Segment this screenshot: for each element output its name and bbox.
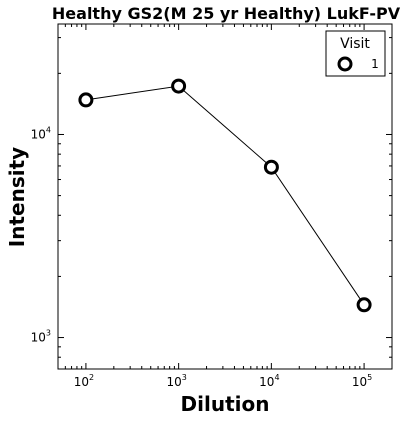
x-axis-label: Dilution xyxy=(181,392,270,416)
x-tick-label: 103 xyxy=(166,373,186,389)
y-axis-ticks: 103 104 xyxy=(31,125,392,345)
x-tick-label: 102 xyxy=(74,373,94,389)
legend-title: Visit xyxy=(340,36,370,52)
x-axis-ticks: 102 103 104 105 xyxy=(74,24,372,389)
data-point xyxy=(356,297,372,313)
chart-title: Healthy GS2(M 25 yr Healthy) LukF-PV xyxy=(52,4,401,23)
minor-ticks xyxy=(58,24,392,369)
legend-entry-label: 1 xyxy=(371,57,379,71)
series-group xyxy=(78,78,372,313)
y-tick-label: 104 xyxy=(31,125,51,141)
plot-area: 102 103 104 105 103 104 xyxy=(31,23,393,389)
series-line xyxy=(85,85,365,306)
plot-frame xyxy=(57,23,393,370)
y-axis-label: Intensity xyxy=(5,147,29,247)
legend: Visit 1 xyxy=(325,30,386,77)
data-point xyxy=(171,78,187,94)
x-tick-label: 104 xyxy=(259,373,279,389)
legend-entries: 1 xyxy=(337,56,379,72)
legend-box xyxy=(325,30,386,77)
legend-marker xyxy=(337,56,353,72)
data-point xyxy=(78,92,94,108)
data-point xyxy=(263,159,279,175)
x-tick-label: 105 xyxy=(352,373,372,389)
y-tick-label: 103 xyxy=(31,329,51,345)
